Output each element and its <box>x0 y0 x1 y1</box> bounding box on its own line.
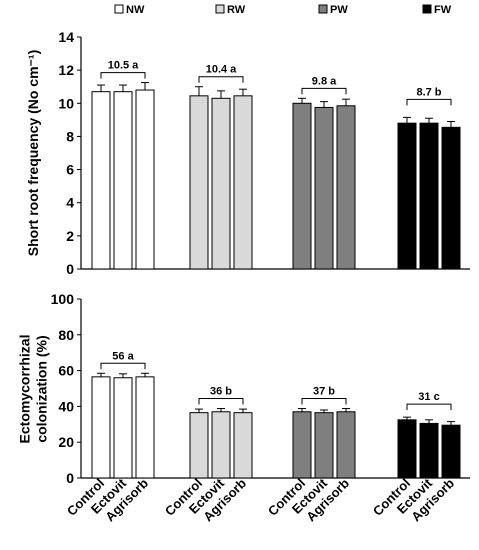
y-axis-title: Ectomycorrhizal <box>17 335 33 444</box>
bar-rw-agrisorb <box>233 412 253 479</box>
group-annotation: 10.4 a <box>206 64 237 76</box>
y-tick-label: 4 <box>66 195 74 211</box>
legend-swatch-nw <box>114 4 124 14</box>
y-tick-label: 12 <box>58 62 74 78</box>
legend-swatch-pw <box>318 4 328 14</box>
legend-label-pw: PW <box>330 4 348 16</box>
bar-pw-ectovit <box>314 106 334 270</box>
significance-bracket <box>406 403 452 411</box>
legend-label-fw: FW <box>434 4 452 16</box>
bar-fw-ectovit <box>419 422 439 479</box>
significance-bracket <box>301 398 347 405</box>
significance-bracket <box>198 398 244 405</box>
bar-nw-ectovit <box>113 377 133 479</box>
y-tick-label: 14 <box>58 29 74 45</box>
group-annotation: 31 c <box>418 391 439 403</box>
bar-pw-agrisorb <box>336 105 356 270</box>
bar-nw-agrisorb <box>135 89 155 270</box>
bar-pw-control <box>292 102 312 270</box>
group-annotation: 10.5 a <box>108 60 139 72</box>
bar-fw-agrisorb <box>441 126 461 270</box>
bar-nw-ectovit <box>113 91 133 270</box>
bar-rw-ectovit <box>211 411 231 479</box>
y-tick-label: 60 <box>58 363 74 379</box>
group-annotation: 37 b <box>313 386 335 398</box>
short-root-frequency-chart: 0 2 4 6 8 10 12 14 Short root frequency (No cm⁻¹… <box>25 29 470 277</box>
bar-fw-control <box>397 122 417 270</box>
significance-bracket <box>100 362 146 370</box>
bar-rw-ectovit <box>211 97 231 270</box>
bar-pw-agrisorb <box>336 411 356 479</box>
y-tick-label: 100 <box>51 291 75 307</box>
group-annotation: 8.7 b <box>416 86 441 98</box>
y-tick-label: 80 <box>58 327 74 343</box>
significance-bracket <box>301 87 347 95</box>
y-tick-label: 20 <box>58 434 74 450</box>
bar-rw-agrisorb <box>233 95 253 270</box>
y-tick-label: 8 <box>66 128 74 144</box>
y-axis-title: Short root frequency (No cm⁻¹) <box>25 50 41 257</box>
bar-rw-control <box>189 412 209 479</box>
bar-fw-control <box>397 419 417 479</box>
legend-swatch-fw <box>422 4 432 14</box>
legend-label-rw: RW <box>227 4 246 16</box>
y-tick-label: 6 <box>66 162 74 178</box>
legend: NW RW PW FW <box>114 4 452 16</box>
significance-bracket <box>100 72 146 79</box>
bar-nw-agrisorb <box>135 376 155 479</box>
y-axis-title: colonization (%) <box>34 335 50 442</box>
bar-rw-control <box>189 95 209 270</box>
bar-fw-agrisorb <box>441 424 461 479</box>
significance-bracket <box>406 98 452 106</box>
bar-nw-control <box>91 376 111 479</box>
y-tick-label: 40 <box>58 398 74 414</box>
bar-nw-control <box>91 91 111 270</box>
y-tick-label: 10 <box>58 95 74 111</box>
y-tick-label: 0 <box>66 470 74 486</box>
y-tick-label: 2 <box>66 228 74 244</box>
ectomycorrhizal-colonization-chart: 0 20 40 60 80 100 Ectomycorrhizal colonization … <box>17 291 470 524</box>
legend-label-nw: NW <box>126 4 145 16</box>
group-annotation: 56 a <box>112 350 134 362</box>
bar-fw-ectovit <box>419 122 439 270</box>
y-tick-label: 0 <box>66 261 74 277</box>
bar-pw-control <box>292 411 312 479</box>
group-annotation: 9.8 a <box>312 75 337 87</box>
group-annotation: 36 b <box>210 386 232 398</box>
significance-bracket <box>198 76 244 83</box>
legend-swatch-rw <box>215 4 225 14</box>
bar-pw-ectovit <box>314 412 334 479</box>
